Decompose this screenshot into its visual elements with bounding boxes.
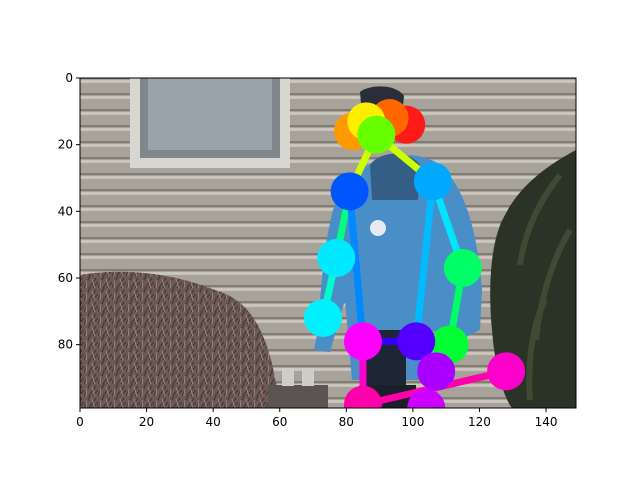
- joint-left-ankle: [407, 389, 446, 408]
- ground-objects: [268, 368, 328, 408]
- limb-left-shoulder-left-hip: [412, 177, 437, 345]
- joint-right-elbow: [317, 239, 356, 277]
- x-tick-label: 80: [339, 415, 354, 429]
- pose-skeleton: [304, 99, 526, 408]
- x-tick-label: 40: [206, 415, 221, 429]
- joint-right-shoulder: [330, 172, 369, 211]
- joint-left-shoulder: [413, 162, 452, 201]
- evergreen-tree: [490, 150, 576, 408]
- joint-right-wrist: [304, 299, 343, 337]
- x-axis: 0 20 40 60 80 100 120 140: [76, 408, 557, 429]
- joint-neck-green: [357, 115, 396, 154]
- bare-shrub: [80, 271, 280, 408]
- x-tick-label: 100: [401, 415, 424, 429]
- x-tick-label: 60: [272, 415, 287, 429]
- y-tick-label: 40: [58, 204, 73, 218]
- x-tick-label: 0: [76, 415, 84, 429]
- axes-frame: [79, 77, 577, 409]
- joint-right-knee: [343, 385, 382, 408]
- skeleton-joints: [304, 99, 526, 408]
- y-tick-label: 60: [58, 271, 73, 285]
- joint-left-hip: [397, 322, 436, 361]
- x-tick-label: 120: [468, 415, 491, 429]
- y-axis: 0 20 40 60 80: [58, 71, 80, 352]
- joint-right-hip: [343, 322, 382, 361]
- x-tick-label: 140: [535, 415, 558, 429]
- joint-left-knee: [417, 352, 456, 391]
- joint-right-ankle: [487, 352, 526, 391]
- x-tick-label: 20: [139, 415, 154, 429]
- y-tick-label: 20: [58, 138, 73, 152]
- window: [130, 78, 290, 168]
- y-tick-label: 80: [58, 338, 73, 352]
- joint-left-elbow: [443, 249, 482, 287]
- y-tick-label: 0: [65, 71, 73, 85]
- limb-right-shoulder-right-hip: [346, 187, 367, 345]
